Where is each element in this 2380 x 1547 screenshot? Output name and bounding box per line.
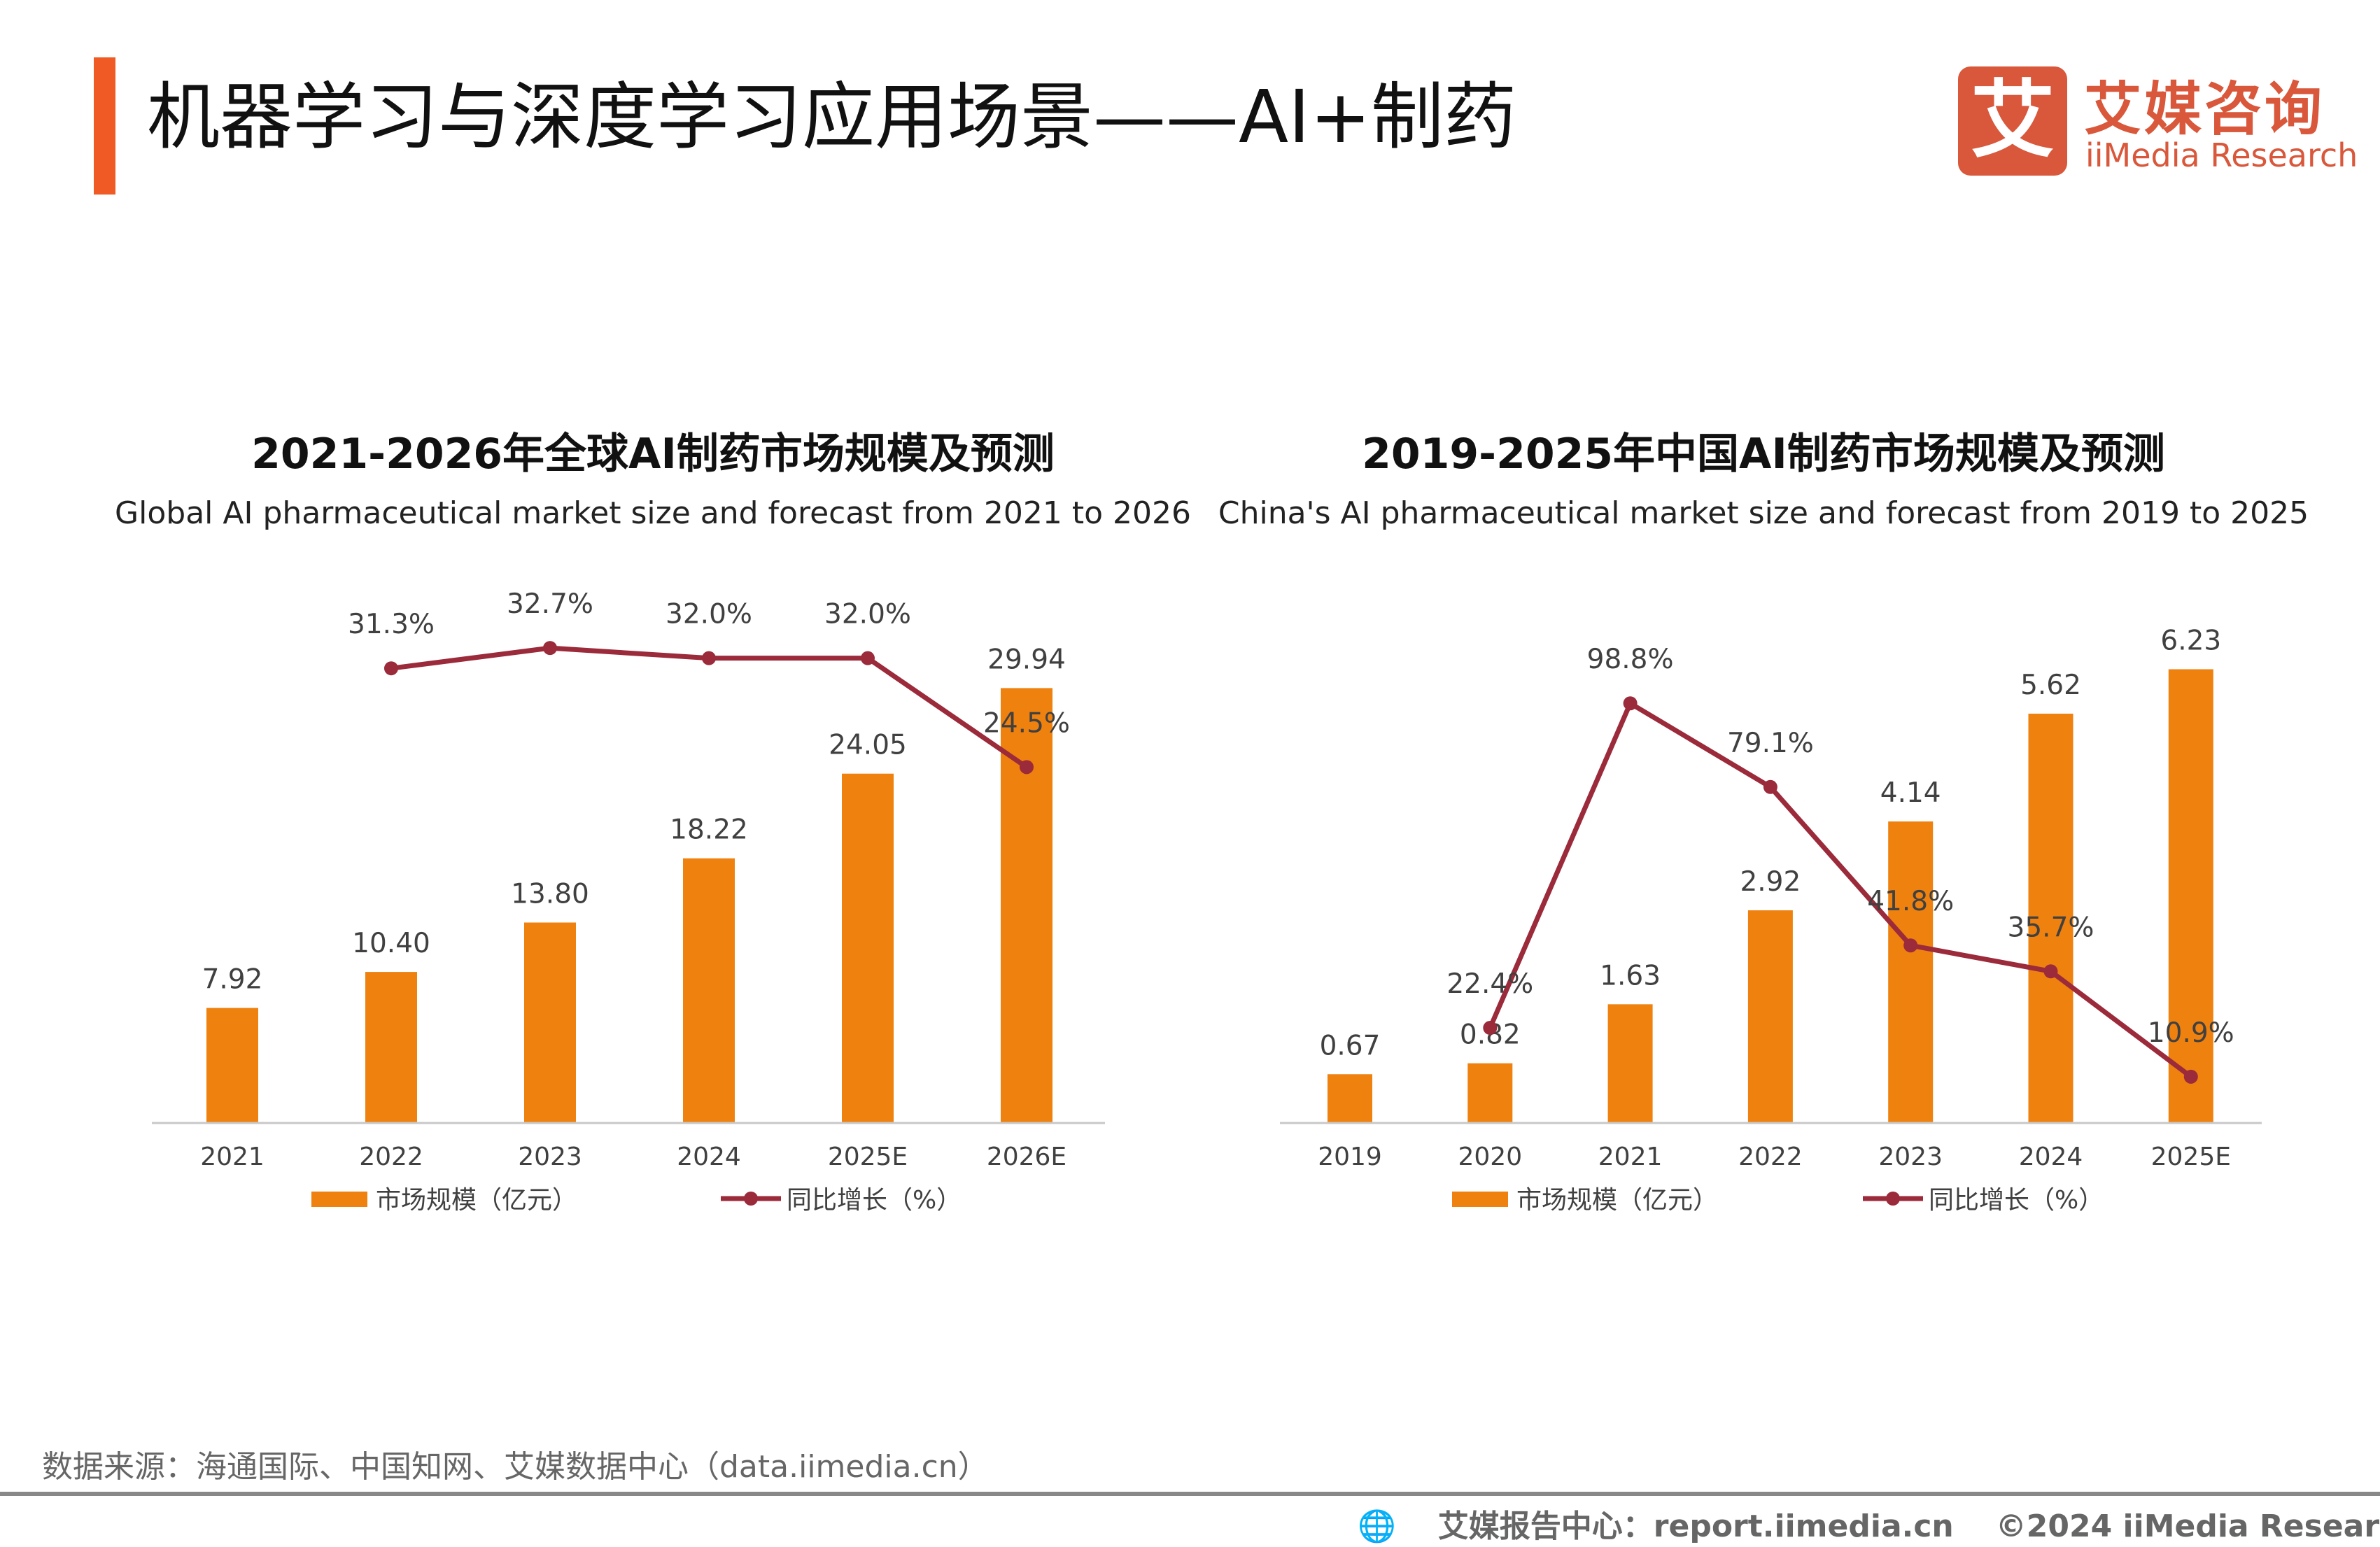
bar — [2028, 713, 2073, 1123]
growth-value-label: 10.9% — [2148, 1017, 2234, 1049]
growth-value-label: 24.5% — [983, 707, 1070, 739]
logo-mark: 艾 — [1958, 66, 2067, 176]
logo-cn-text: 艾媒咨询 — [2084, 76, 2325, 143]
growth-point — [543, 641, 557, 656]
x-tick-label: 2023 — [518, 1143, 582, 1171]
x-tick-label: 2020 — [1458, 1143, 1522, 1171]
x-tick-label: 2022 — [1738, 1143, 1803, 1171]
bar-value-label: 7.92 — [202, 964, 263, 996]
chart-1-subtitle: Global AI pharmaceutical market size and… — [115, 495, 1191, 531]
bar-value-label: 18.22 — [670, 814, 748, 846]
bar — [524, 922, 576, 1123]
report-center-link[interactable]: 艾媒报告中心：report.iimedia.cn — [1437, 1509, 1954, 1544]
bar-value-label: 29.94 — [987, 644, 1066, 675]
growth-value-label: 22.4% — [1446, 968, 1533, 1000]
bar — [206, 1008, 258, 1123]
bar-value-label: 13.80 — [511, 879, 589, 910]
growth-point — [1903, 938, 1918, 953]
bar — [1607, 1004, 1653, 1123]
bar — [1747, 910, 1793, 1123]
x-tick-label: 2019 — [1318, 1143, 1382, 1171]
x-tick-label: 2024 — [677, 1143, 741, 1171]
legend-bar-swatch — [311, 1192, 367, 1207]
growth-point — [1763, 779, 1777, 794]
growth-line — [1488, 700, 2192, 1079]
legend-bar-label: 市场规模（亿元） — [1516, 1186, 1718, 1215]
x-tick-label: 2021 — [200, 1143, 265, 1171]
footer-divider — [0, 1492, 2380, 1496]
growth-value-label: 32.7% — [507, 588, 593, 620]
growth-line — [390, 645, 1028, 770]
bar — [2168, 669, 2213, 1123]
legend-line-label: 同比增长（%） — [1929, 1186, 2104, 1215]
growth-point — [384, 661, 398, 676]
growth-point — [1623, 696, 1638, 711]
chart-2-subtitle: China's AI pharmaceutical market size an… — [1218, 495, 2309, 531]
x-tick-label: 2024 — [2019, 1143, 2083, 1171]
growth-value-label: 31.3% — [348, 609, 435, 640]
page-title: 机器学习与深度学习应用场景——AI+制药 — [147, 74, 1516, 160]
legend-bar-swatch — [1452, 1192, 1508, 1207]
x-tick-label: 2021 — [1598, 1143, 1663, 1171]
legend-line-marker — [744, 1192, 758, 1206]
growth-point — [702, 651, 716, 665]
legend-bar-label: 市场规模（亿元） — [376, 1186, 577, 1215]
footer: 🌐 艾媒报告中心：report.iimedia.cn ©2024 iiMedia R… — [1358, 1501, 2380, 1546]
bar-value-label: 10.40 — [352, 928, 430, 959]
bar-value-label: 2.92 — [1740, 866, 1801, 898]
data-source: 数据来源：海通国际、中国知网、艾媒数据中心（data.iimedia.cn） — [42, 1449, 989, 1485]
growth-value-label: 98.8% — [1587, 644, 1674, 675]
bar-value-label: 5.62 — [2020, 670, 2081, 701]
x-tick-label: 2025E — [2151, 1143, 2231, 1171]
title-accent-bar — [94, 57, 115, 195]
growth-value-label: 32.0% — [824, 599, 911, 630]
growth-value-label: 41.8% — [1867, 886, 1954, 917]
chart-1-title: 2021-2026年全球AI制药市场规模及预测 — [251, 430, 1055, 479]
bar-value-label: 24.05 — [829, 730, 907, 761]
growth-value-label: 32.0% — [666, 599, 752, 630]
x-tick-label: 2025E — [828, 1143, 908, 1171]
globe-icon: 🌐 — [1358, 1509, 1396, 1544]
x-tick-label: 2022 — [359, 1143, 423, 1171]
growth-point — [1483, 1021, 1498, 1036]
bar-value-label: 6.23 — [2160, 625, 2221, 656]
legend-line-label: 同比增长（%） — [787, 1186, 962, 1215]
bar — [1888, 821, 1934, 1123]
bar — [1328, 1074, 1372, 1123]
growth-value-label: 79.1% — [1727, 728, 1814, 759]
logo-en-text: iiMedia Research — [2085, 136, 2358, 174]
bar-value-label: 0.67 — [1320, 1030, 1381, 1061]
growth-value-label: 35.7% — [2008, 912, 2094, 943]
bar — [683, 858, 735, 1123]
growth-point — [1020, 760, 1034, 775]
growth-point — [2183, 1069, 2198, 1084]
bar-value-label: 1.63 — [1600, 960, 1661, 991]
legend-line-marker — [1886, 1192, 1900, 1206]
x-tick-label: 2023 — [1878, 1143, 1943, 1171]
iimedia-logo: 艾 艾媒咨询 iiMedia Research — [1958, 66, 2358, 178]
bar — [365, 972, 417, 1123]
bar-value-label: 4.14 — [1880, 777, 1941, 809]
chart-2-title: 2019-2025年中国AI制药市场规模及预测 — [1362, 430, 2165, 479]
bar — [842, 773, 894, 1123]
growth-point — [861, 651, 875, 665]
copyright: ©2024 iiMedia Research Inc — [1995, 1509, 2380, 1544]
x-tick-label: 2026E — [987, 1143, 1066, 1171]
bar — [1467, 1063, 1513, 1123]
growth-point — [2043, 964, 2058, 979]
